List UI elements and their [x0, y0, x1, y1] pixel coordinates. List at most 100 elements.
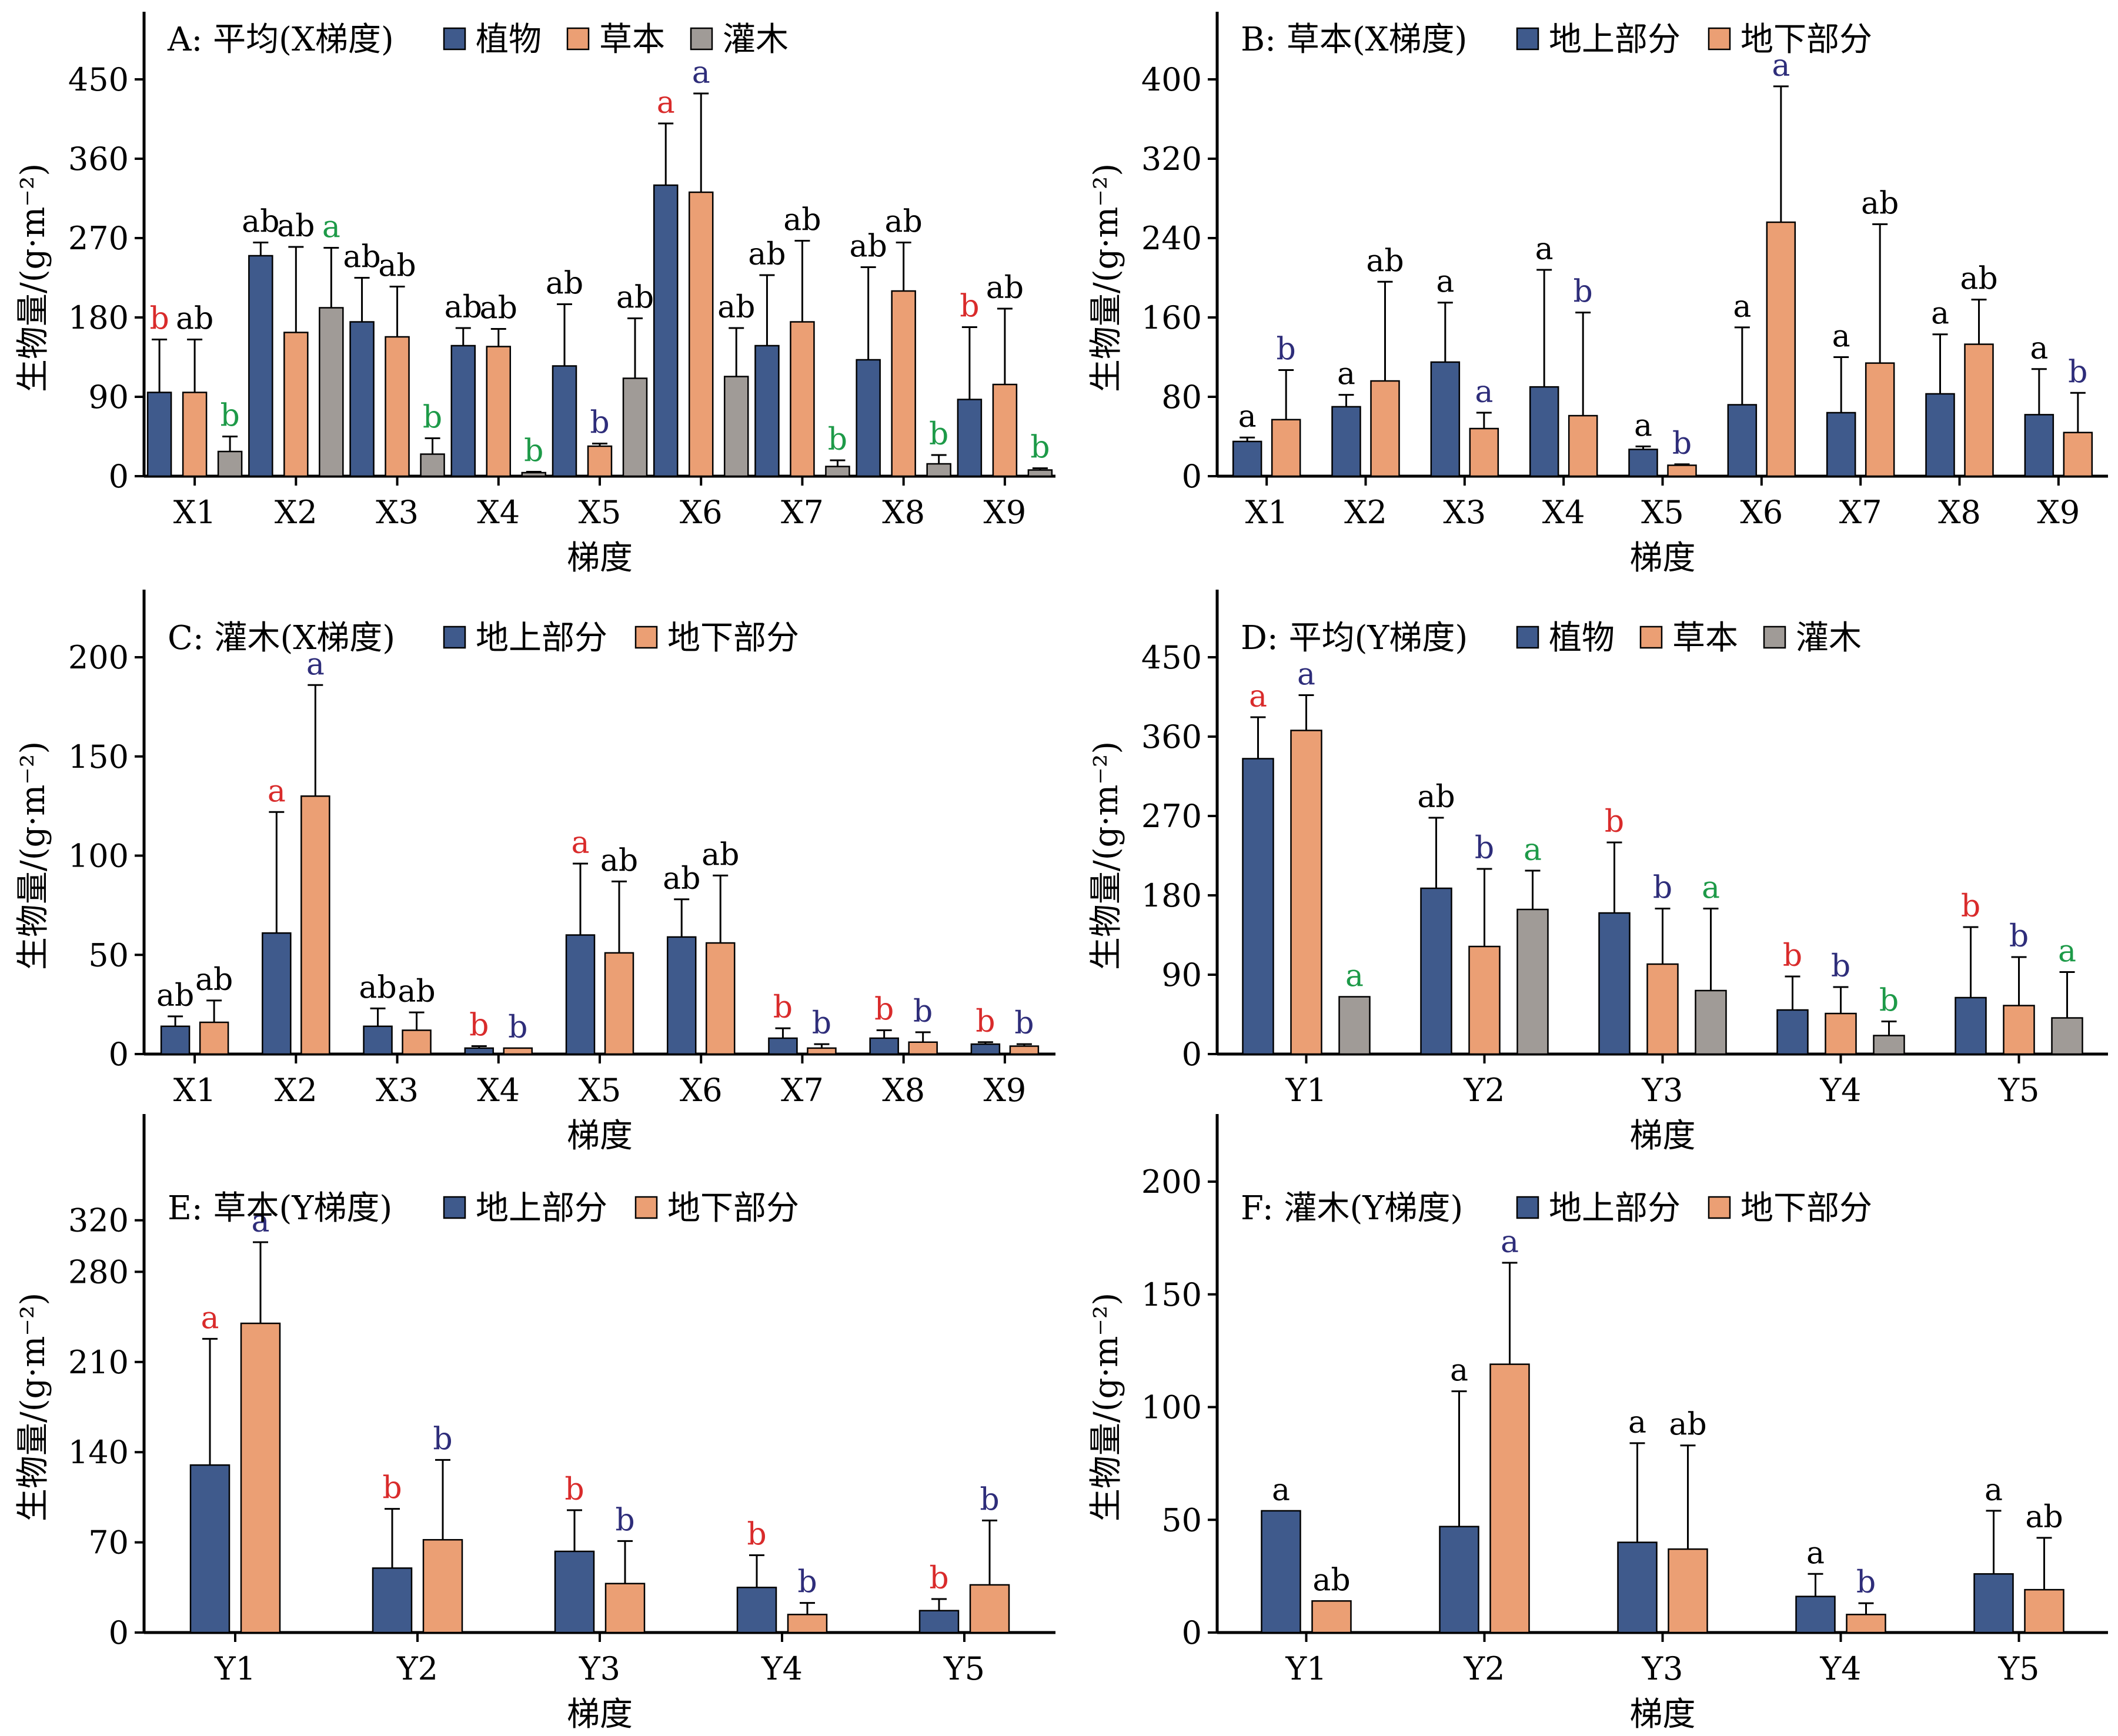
bar-orange	[1669, 1549, 1708, 1633]
bar-orange	[1371, 381, 1399, 476]
bar-gray	[2052, 1018, 2083, 1055]
legend-label: 草本	[599, 21, 665, 59]
x-tick-label: Y4	[1819, 1650, 1861, 1687]
significance-label: a	[322, 210, 340, 245]
significance-label: ab	[2025, 1500, 2063, 1535]
significance-label: b	[382, 1471, 402, 1506]
legend-swatch-orange	[1709, 28, 1730, 49]
bar-orange	[1965, 344, 1993, 476]
bar-blue	[870, 1038, 898, 1054]
bar-orange	[970, 1585, 1009, 1633]
significance-label: ab	[1861, 186, 1899, 221]
x-tick-label: Y3	[1641, 1072, 1683, 1109]
bar-orange	[588, 446, 612, 476]
bar-blue	[553, 366, 576, 477]
y-tick-label: 270	[1141, 798, 1202, 835]
y-tick-label: 320	[1141, 141, 1202, 178]
bar-blue	[566, 935, 594, 1055]
bar-orange	[1668, 465, 1696, 476]
bar-blue	[555, 1551, 594, 1633]
legend-label: 地上部分	[1549, 21, 1681, 59]
significance-label: b	[433, 1421, 452, 1457]
chart-panel-c: 050100150200生物量/(g·m⁻²)X1ab abX2aaX3ab abX…	[14, 590, 1055, 1155]
significance-label: b	[1277, 332, 1296, 367]
y-tick-label: 50	[88, 936, 129, 974]
bar-gray	[1518, 909, 1548, 1054]
bar-blue	[1530, 387, 1558, 476]
y-tick-label: 270	[68, 220, 129, 257]
significance-label: ab	[885, 205, 923, 240]
panel-title: E: 草本(Y梯度)	[168, 1189, 392, 1227]
bar-blue	[452, 346, 475, 476]
y-axis-label: 生物量/(g·m⁻²)	[14, 163, 52, 392]
x-tick-label: Y1	[1285, 1650, 1327, 1687]
bar-blue	[755, 346, 779, 476]
bar-orange	[1469, 946, 1500, 1054]
bar-gray	[1696, 991, 1726, 1054]
bar-gray	[218, 451, 242, 476]
y-tick-label: 140	[68, 1434, 129, 1471]
significance-label: ab	[242, 205, 279, 240]
y-tick-label: 240	[1141, 220, 1202, 257]
x-tick-label: X8	[882, 494, 925, 531]
significance-label: b	[469, 1008, 489, 1043]
significance-label: b	[1653, 871, 1672, 906]
significance-label: b	[2068, 354, 2087, 390]
significance-label: b	[590, 406, 609, 441]
bar-blue	[1262, 1511, 1301, 1633]
significance-label: ab	[480, 291, 517, 326]
bar-blue	[1796, 1597, 1835, 1633]
x-tick-label: Y5	[1997, 1072, 2039, 1109]
bar-orange	[788, 1614, 827, 1633]
bar-orange	[403, 1031, 431, 1055]
bar-gray	[1028, 470, 1052, 477]
legend-swatch-orange	[636, 1197, 657, 1218]
x-axis-label: 梯度	[1630, 539, 1696, 577]
y-tick-label: 0	[1182, 1614, 1202, 1651]
chart-panel-d: 090180270360450生物量/(g·m⁻²)Y1aaaY2abb aY3b…	[1087, 590, 2108, 1155]
significance-label: b	[1014, 1006, 1034, 1041]
significance-label: ab	[783, 203, 821, 238]
y-tick-label: 360	[1141, 718, 1202, 755]
legend-swatch-orange	[1641, 627, 1662, 648]
significance-label: a	[201, 1300, 219, 1336]
significance-label: a	[1436, 265, 1454, 300]
bar-blue	[1243, 759, 1274, 1055]
y-axis-label: 生物量/(g·m⁻²)	[1087, 163, 1125, 392]
bar-blue	[1778, 1010, 1808, 1054]
significance-label: ab	[156, 978, 194, 1013]
bar-orange	[807, 1048, 836, 1054]
significance-label: a	[571, 825, 589, 861]
bar-orange	[1470, 429, 1498, 476]
bar-blue	[148, 393, 171, 477]
significance-label: b	[747, 1517, 766, 1553]
significance-label: a	[692, 55, 710, 91]
bar-gray	[1874, 1036, 1905, 1055]
chart-panel-e: 070140210280320生物量/(g·m⁻²)Y1aaY2bbY3bbY4…	[14, 1114, 1055, 1734]
significance-label: b	[564, 1472, 584, 1507]
legend-label: 灌木	[1796, 619, 1862, 657]
significance-label: b	[1783, 938, 1802, 974]
y-tick-label: 200	[1141, 1163, 1202, 1200]
bar-orange	[605, 953, 633, 1054]
x-axis-label: 梯度	[567, 1117, 633, 1155]
legend-label: 地下部分	[1740, 21, 1872, 59]
bar-orange	[1312, 1601, 1351, 1633]
bar-blue	[654, 185, 677, 476]
significance-label: ab	[397, 974, 435, 1009]
bar-orange	[1767, 222, 1795, 476]
bar-gray	[724, 377, 748, 477]
y-tick-label: 450	[1141, 639, 1202, 676]
legend-label: 草本	[1672, 619, 1738, 657]
y-tick-label: 0	[109, 458, 129, 495]
bar-orange	[1847, 1614, 1886, 1633]
significance-label: b	[980, 1482, 999, 1517]
y-tick-label: 80	[1161, 379, 1202, 416]
bar-blue	[2025, 414, 2053, 476]
x-tick-label: X5	[1641, 494, 1684, 531]
significance-label: a	[1501, 1225, 1519, 1260]
significance-label: b	[1672, 426, 1692, 461]
y-tick-label: 50	[1161, 1501, 1202, 1538]
bar-gray	[623, 379, 647, 477]
bar-orange	[790, 322, 814, 477]
